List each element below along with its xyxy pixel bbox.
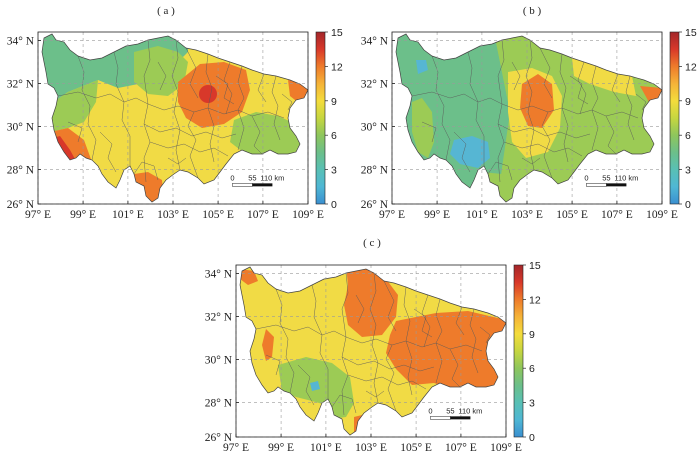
y-tick-label: 30° N xyxy=(361,122,389,134)
scale-bar-label: 55 xyxy=(446,406,454,415)
x-tick-label: 101° E xyxy=(310,442,342,454)
colorbar-tick-label: 0 xyxy=(529,432,535,444)
colorbar: 15 12 9 6 3 0 xyxy=(315,27,343,211)
y-tick-label: 34° N xyxy=(7,36,35,48)
x-tick-label: 101° E xyxy=(112,209,144,221)
x-tick-label: 99° E xyxy=(268,442,294,454)
x-tick-label: 103° E xyxy=(157,209,189,221)
x-tick-label: 99° E xyxy=(70,209,96,221)
colorbar-tick-label: 0 xyxy=(331,199,337,211)
x-tick-label: 107° E xyxy=(247,209,279,221)
scale-bar-label: 0 xyxy=(428,406,432,415)
x-tick-label: 109° E xyxy=(646,209,678,221)
map-panel-c: ( c ) 97° E 99° E 101° E 103° E 105° E 107° E 1… xyxy=(205,237,541,454)
x-tick-label: 99° E xyxy=(424,209,450,221)
y-tick-label: 28° N xyxy=(205,398,233,410)
scale-bar: 0 55 110 km xyxy=(230,173,284,187)
colorbar-tick-label: 3 xyxy=(685,165,691,177)
x-tick-label: 109° E xyxy=(292,209,324,221)
y-tick-label: 34° N xyxy=(361,36,389,48)
x-tick-label: 105° E xyxy=(400,442,432,454)
y-tick-label: 34° N xyxy=(205,269,233,281)
panel-label: ( a ) xyxy=(157,5,175,17)
map-panel-a: ( a ) 97° E 99° E 101° E 103° E 105° E 107° E 1… xyxy=(7,5,343,221)
scale-bar-label: 55 xyxy=(602,173,610,182)
map-panel-b: ( b ) 97° E 99° E 101° E 103° E 105° E 107° E 1… xyxy=(361,5,697,221)
x-tick-label: 97° E xyxy=(379,209,405,221)
scale-bar-label: 110 km xyxy=(458,406,482,415)
y-tick-label: 26° N xyxy=(205,432,233,444)
colorbar-tick-label: 9 xyxy=(529,329,535,341)
y-tick-label: 30° N xyxy=(7,122,35,134)
colorbar: 15 12 9 6 3 0 xyxy=(669,27,697,211)
x-tick-label: 105° E xyxy=(202,209,234,221)
y-tick-label: 30° N xyxy=(205,355,233,367)
scale-bar-label: 110 km xyxy=(260,173,284,182)
x-tick-label: 107° E xyxy=(445,442,477,454)
y-tick-label: 32° N xyxy=(205,312,233,324)
colorbar-tick-label: 12 xyxy=(529,294,541,306)
panel-label: ( c ) xyxy=(363,237,381,249)
x-tick-label: 97° E xyxy=(223,442,249,454)
colorbar-tick-label: 6 xyxy=(331,130,337,142)
colorbar: 15 12 9 6 3 0 xyxy=(513,260,541,444)
scale-bar-label: 55 xyxy=(248,173,256,182)
colorbar-tick-label: 12 xyxy=(331,61,343,73)
y-tick-label: 26° N xyxy=(361,199,389,211)
colorbar-tick-label: 0 xyxy=(685,199,691,211)
y-tick-label: 32° N xyxy=(7,79,35,91)
colorbar-tick-label: 3 xyxy=(529,398,535,410)
colorbar-tick-label: 9 xyxy=(685,96,691,108)
colorbar-tick-label: 15 xyxy=(529,260,541,272)
scale-bar-label: 0 xyxy=(584,173,588,182)
colorbar-tick-label: 6 xyxy=(529,363,535,375)
x-tick-label: 103° E xyxy=(511,209,543,221)
x-tick-label: 103° E xyxy=(355,442,387,454)
colorbar-tick-label: 12 xyxy=(685,61,697,73)
y-tick-label: 28° N xyxy=(361,165,389,177)
colorbar-tick-label: 15 xyxy=(331,27,343,39)
scale-bar-label: 0 xyxy=(230,173,234,182)
panel-label: ( b ) xyxy=(523,5,542,17)
y-tick-label: 26° N xyxy=(7,199,35,211)
x-tick-label: 105° E xyxy=(556,209,588,221)
scale-bar: 0 55 110 km xyxy=(584,173,638,187)
y-tick-label: 28° N xyxy=(7,165,35,177)
scale-bar: 0 55 110 km xyxy=(428,406,482,420)
colorbar-tick-label: 15 xyxy=(685,27,697,39)
x-tick-label: 101° E xyxy=(466,209,498,221)
scale-bar-label: 110 km xyxy=(614,173,638,182)
x-tick-label: 107° E xyxy=(601,209,633,221)
x-tick-label: 97° E xyxy=(25,209,51,221)
colorbar-tick-label: 3 xyxy=(331,165,337,177)
colorbar-tick-label: 9 xyxy=(331,96,337,108)
x-tick-label: 109° E xyxy=(490,442,522,454)
colorbar-tick-label: 6 xyxy=(685,130,691,142)
y-tick-label: 32° N xyxy=(361,79,389,91)
